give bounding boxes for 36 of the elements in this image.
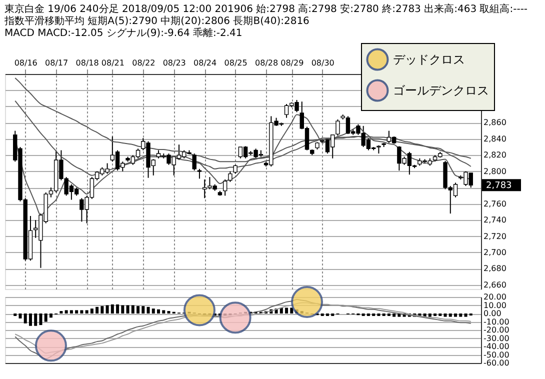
y-tick-label: 2,720 (484, 232, 506, 241)
y-tick-label: 2,800 (484, 166, 506, 176)
text: 東京白金 19/06 240分足 2018/09/05 12:00 201906 始:2798 高:2798 安:2780 終:2783 出来高:463 取組高:---- (4, 3, 528, 15)
y-tick-label: 20.00 (484, 292, 506, 302)
y-tick-label: 2,660 (484, 280, 506, 290)
y-tick-label: 10.00 (484, 300, 506, 310)
y-tick-label: -10.00 (484, 317, 510, 326)
y-tick-label: -30.00 (484, 334, 510, 343)
y-tick-label: 2,860 (484, 118, 506, 128)
x-tick-label: 08/24 (194, 58, 217, 68)
x-tick-label: 08/16 (14, 58, 38, 68)
x-tick-label: 08/28 (255, 58, 278, 68)
x-tick-label: 08/21 (101, 58, 124, 68)
y-tick-label: 2,680 (484, 264, 506, 274)
x-tick-label: 08/22 (132, 58, 156, 68)
x-tick-label: 08/30 (311, 58, 334, 68)
x-tick-label: 08/17 (45, 58, 68, 68)
y-tick-label: 0.00 (484, 309, 502, 318)
y-tick-label: 2,840 (484, 134, 506, 144)
y-tick-label: 2,820 (484, 150, 506, 160)
y-tick-label: -40.00 (484, 342, 510, 351)
text: 指数平滑移動平均 短期A(5):2790 中期(20):2806 長期B(40):2816 (4, 15, 310, 27)
y-tick-label: 2,700 (484, 248, 506, 257)
x-tick-label: 08/29 (280, 58, 304, 68)
text: MACD MACD:-12.05 シグナル(9):-9.64 乖離:-2.41 (4, 27, 242, 39)
y-tick-label: -50.00 (484, 350, 510, 360)
text: 2,783 (486, 181, 512, 192)
y-tick-label: -20.00 (484, 326, 510, 334)
x-tick-label: 08/25 (224, 58, 248, 68)
y-tick-label: 2,760 (484, 199, 506, 208)
y-tick-label: -60.00 (484, 358, 510, 368)
legend-label: ゴールデンクロス (393, 84, 489, 98)
x-tick-label: 08/18 (76, 58, 99, 68)
legend-label: デッドクロス (393, 52, 465, 66)
x-tick-label: 08/23 (162, 58, 186, 68)
y-tick-label: 2,740 (484, 216, 506, 225)
